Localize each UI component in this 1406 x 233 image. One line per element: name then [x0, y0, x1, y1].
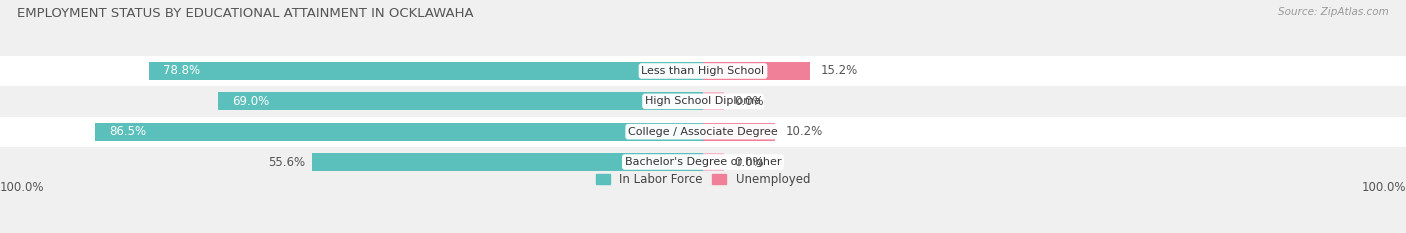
- Text: 100.0%: 100.0%: [1361, 181, 1406, 194]
- Text: 69.0%: 69.0%: [232, 95, 269, 108]
- Text: 10.2%: 10.2%: [785, 125, 823, 138]
- Text: 0.0%: 0.0%: [734, 95, 765, 108]
- Bar: [149, 62, 703, 80]
- Bar: [0, 86, 1406, 116]
- Text: Source: ZipAtlas.com: Source: ZipAtlas.com: [1278, 7, 1389, 17]
- Text: High School Diploma: High School Diploma: [645, 96, 761, 106]
- Text: 78.8%: 78.8%: [163, 65, 200, 78]
- Text: Bachelor's Degree or higher: Bachelor's Degree or higher: [624, 157, 782, 167]
- Bar: [218, 92, 703, 110]
- Text: 0.0%: 0.0%: [734, 155, 765, 168]
- Text: EMPLOYMENT STATUS BY EDUCATIONAL ATTAINMENT IN OCKLAWAHA: EMPLOYMENT STATUS BY EDUCATIONAL ATTAINM…: [17, 7, 474, 20]
- Bar: [0, 147, 1406, 177]
- Bar: [0, 116, 1406, 147]
- Bar: [703, 153, 724, 171]
- Bar: [312, 153, 703, 171]
- Text: 55.6%: 55.6%: [269, 155, 305, 168]
- Bar: [703, 62, 810, 80]
- Text: 86.5%: 86.5%: [110, 125, 146, 138]
- Bar: [703, 123, 775, 141]
- Bar: [94, 123, 703, 141]
- Bar: [0, 56, 1406, 86]
- Text: Less than High School: Less than High School: [641, 66, 765, 76]
- Text: 100.0%: 100.0%: [0, 181, 45, 194]
- Text: 15.2%: 15.2%: [821, 65, 858, 78]
- Text: College / Associate Degree: College / Associate Degree: [628, 127, 778, 137]
- Legend: In Labor Force, Unemployed: In Labor Force, Unemployed: [596, 173, 810, 186]
- Bar: [703, 92, 724, 110]
